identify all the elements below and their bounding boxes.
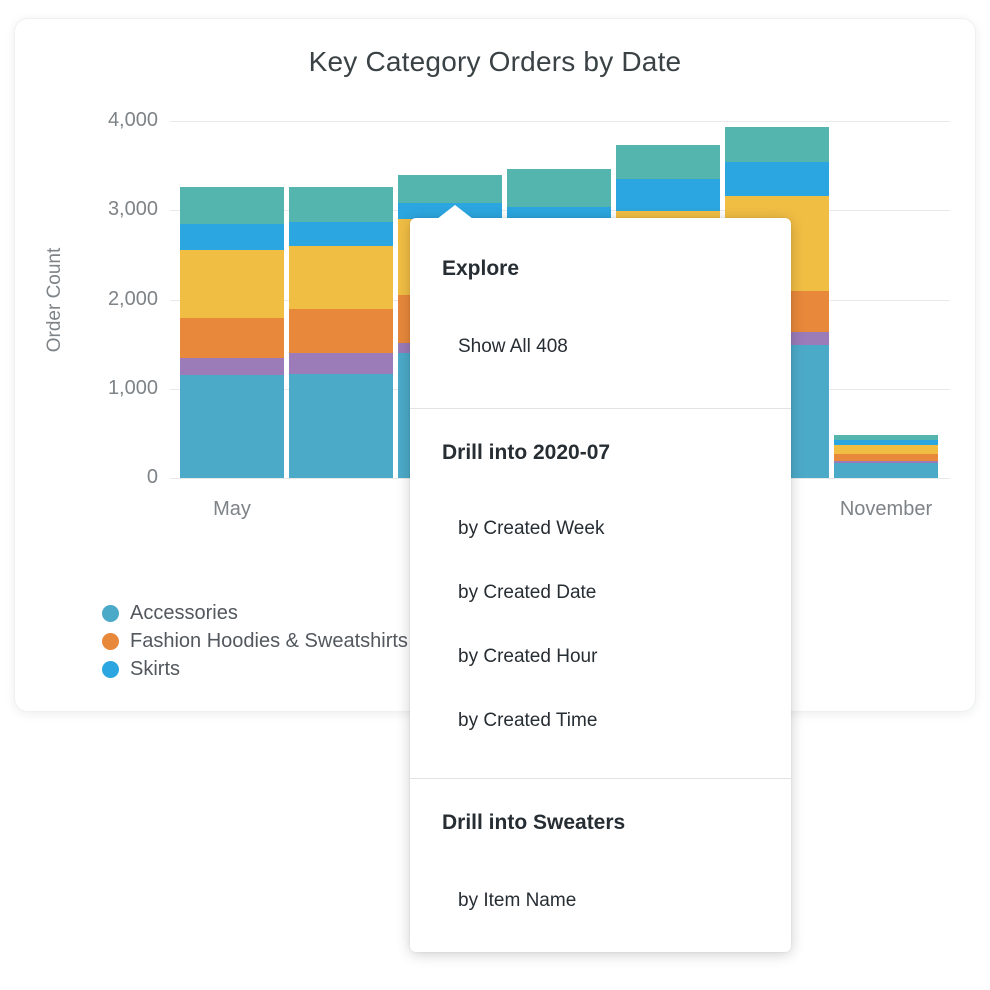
menu-item-by-item-name[interactable]: by Item Name [458, 890, 577, 911]
bar-segment[interactable] [725, 162, 829, 196]
bar-segment[interactable] [180, 357, 284, 376]
bar-segment[interactable] [180, 187, 284, 224]
menu-header-drill-date: Drill into 2020-07 [442, 441, 611, 464]
bar-segment[interactable] [289, 309, 393, 354]
x-axis-tick-label: May [213, 498, 251, 520]
bar-segment[interactable] [180, 318, 284, 358]
bar-segment[interactable] [507, 169, 611, 207]
y-axis-tick-label: 3,000 [107, 198, 158, 221]
legend-label: Accessories [130, 601, 238, 624]
bar-segment[interactable] [507, 206, 611, 221]
bar-segment[interactable] [834, 435, 938, 440]
bar-segment[interactable] [834, 444, 938, 455]
bar-segment[interactable] [289, 373, 393, 478]
y-axis-tick-label: 4,000 [107, 109, 158, 131]
legend-swatch [102, 632, 119, 650]
y-axis-tick-label: 2,000 [107, 287, 158, 310]
bar-segment[interactable] [834, 454, 938, 462]
menu-arrow-icon [437, 205, 473, 219]
menu-divider [410, 408, 791, 409]
legend-item[interactable]: Accessories [102, 599, 408, 627]
legend-item[interactable]: Skirts [102, 655, 408, 683]
bar-segment[interactable] [180, 223, 284, 251]
bar-segment[interactable] [834, 439, 938, 445]
y-axis-tick-label: 0 [146, 466, 158, 488]
bar-segment[interactable] [616, 179, 720, 212]
y-axis-tick-label: 1,000 [107, 376, 158, 399]
x-axis-tick-label: November [839, 498, 933, 520]
menu-item-by-created-week[interactable]: by Created Week [458, 518, 605, 539]
legend: Accessories Fashion Hoodies & Sweatshirt… [102, 599, 408, 683]
bar-segment[interactable] [834, 461, 938, 463]
bar-segment[interactable] [616, 145, 720, 179]
menu-item-by-created-time[interactable]: by Created Time [458, 710, 598, 731]
menu-item-by-created-date[interactable]: by Created Date [458, 582, 597, 603]
menu-item-by-created-hour[interactable]: by Created Hour [458, 646, 598, 667]
bar-segment[interactable] [289, 245, 393, 310]
legend-label: Skirts [130, 657, 180, 680]
bar-segment[interactable] [289, 353, 393, 374]
chart-title: Key Category Orders by Date [308, 46, 682, 77]
menu-item-show-all[interactable]: Show All 408 [458, 336, 568, 357]
legend-swatch [102, 660, 119, 678]
gridline [170, 121, 950, 122]
bar-segment[interactable] [180, 250, 284, 319]
bar-segment[interactable] [289, 221, 393, 246]
bar-segment[interactable] [834, 462, 938, 478]
legend-label: Fashion Hoodies & Sweatshirts [130, 629, 408, 652]
bar-segment[interactable] [289, 187, 393, 222]
legend-item[interactable]: Fashion Hoodies & Sweatshirts [102, 627, 408, 655]
bar-segment[interactable] [725, 127, 829, 163]
menu-divider [410, 778, 791, 779]
menu-header-explore: Explore [442, 257, 520, 280]
bar-segment[interactable] [398, 174, 502, 204]
menu-header-drill-sweaters: Drill into Sweaters [442, 811, 626, 834]
bar-segment[interactable] [180, 375, 284, 478]
drill-menu: Explore Show All 408 Drill into 2020-07 … [410, 205, 791, 952]
legend-swatch [102, 604, 119, 622]
